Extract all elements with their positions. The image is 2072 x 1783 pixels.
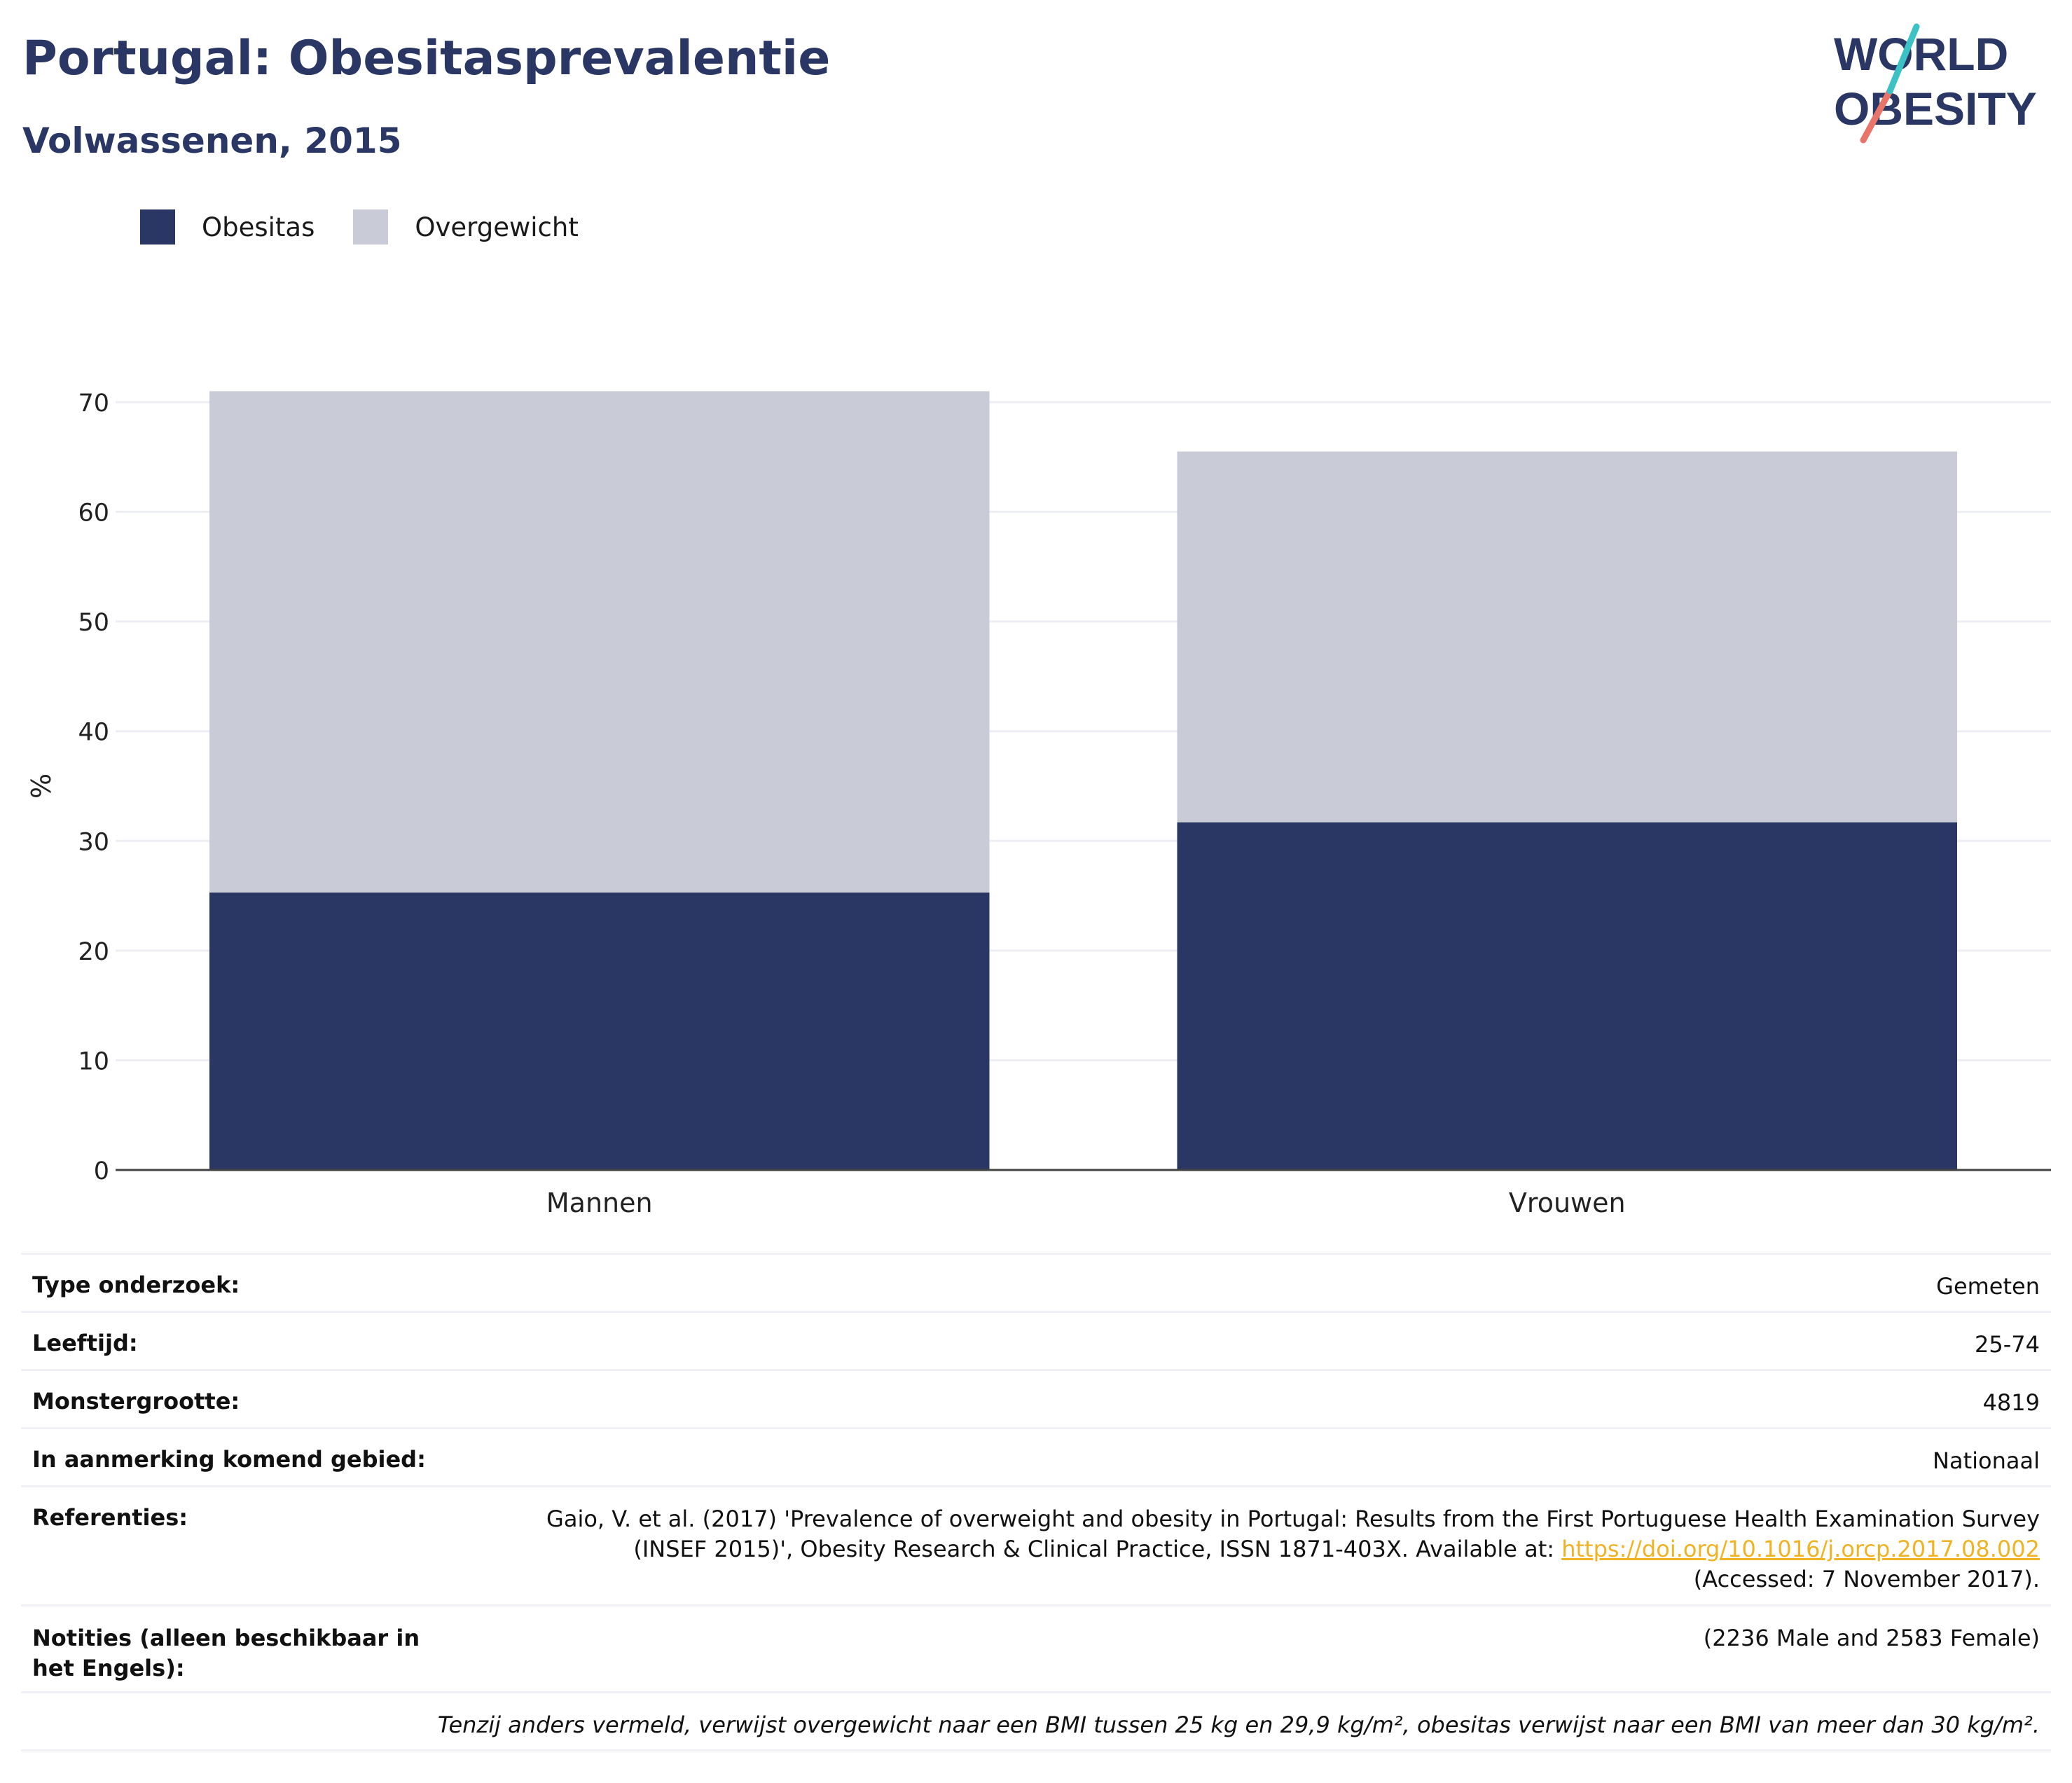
reference-text-1: Gaio, V. et al. (2017) 'Prevalence of ov… bbox=[546, 1506, 2040, 1532]
meta-value-area: Nationaal bbox=[478, 1428, 2051, 1487]
y-tick-label: 0 bbox=[94, 1157, 109, 1185]
legend-label-overgewicht: Overgewicht bbox=[415, 212, 579, 242]
meta-row-footnote: Tenzij anders vermeld, verwijst overgewi… bbox=[21, 1692, 2051, 1751]
y-tick-label: 50 bbox=[78, 609, 109, 637]
meta-value-age: 25-74 bbox=[478, 1312, 2051, 1371]
bar-overgewicht-vrouwen bbox=[1177, 451, 1957, 822]
bar-overgewicht-mannen bbox=[209, 391, 990, 893]
meta-label-references: Referenties: bbox=[21, 1486, 478, 1606]
meta-label-area: In aanmerking komend gebied: bbox=[21, 1428, 478, 1487]
bar-obesitas-vrouwen bbox=[1177, 822, 1957, 1170]
legend-swatch-overgewicht bbox=[353, 209, 389, 245]
meta-label-sample: Monstergrootte: bbox=[21, 1370, 478, 1429]
y-tick-label: 60 bbox=[78, 500, 109, 528]
world-obesity-logo: WORLD OBESITY bbox=[1834, 23, 2037, 144]
meta-row-age: Leeftijd: 25-74 bbox=[21, 1312, 2051, 1371]
y-tick-label: 70 bbox=[78, 390, 109, 418]
meta-value-references: Gaio, V. et al. (2017) 'Prevalence of ov… bbox=[478, 1486, 2051, 1606]
meta-row-notes: Notities (alleen beschikbaar in het Enge… bbox=[21, 1605, 2051, 1693]
meta-value-sample: 4819 bbox=[478, 1370, 2051, 1429]
reference-link[interactable]: https://doi.org/10.1016/j.orcp.2017.08.0… bbox=[1561, 1536, 2040, 1563]
legend-label-obesitas: Obesitas bbox=[202, 212, 315, 242]
meta-value-notes: (2236 Male and 2583 Female) bbox=[478, 1605, 2051, 1693]
page-subtitle: Volwassenen, 2015 bbox=[22, 121, 402, 161]
meta-row-area: In aanmerking komend gebied: Nationaal bbox=[21, 1428, 2051, 1487]
meta-label-notes: Notities (alleen beschikbaar in het Enge… bbox=[21, 1605, 478, 1693]
legend-item-overgewicht: Overgewicht bbox=[353, 209, 579, 245]
page-title: Portugal: Obesitasprevalentie bbox=[22, 31, 831, 86]
meta-label-age: Leeftijd: bbox=[21, 1312, 478, 1371]
stacked-bar-chart: 0 10 20 30 40 50 60 70% Mannen Vrouwen bbox=[26, 390, 2051, 1218]
bar-obesitas-mannen bbox=[209, 892, 990, 1170]
logo-line1: WORLD bbox=[1834, 28, 2008, 80]
meta-row-references: Referenties: Gaio, V. et al. (2017) 'Pre… bbox=[21, 1486, 2051, 1606]
footnote: Tenzij anders vermeld, verwijst overgewi… bbox=[21, 1692, 2051, 1751]
y-axis-label: % bbox=[26, 773, 57, 799]
x-tick-label: Mannen bbox=[546, 1187, 653, 1218]
meta-label-type: Type onderzoek: bbox=[21, 1253, 478, 1313]
meta-value-type: Gemeten bbox=[478, 1253, 2051, 1313]
metadata-table: Type onderzoek: Gemeten Leeftijd: 25-74 … bbox=[21, 1253, 2051, 1751]
meta-row-sample: Monstergrootte: 4819 bbox=[21, 1370, 2051, 1429]
legend-swatch-obesitas bbox=[140, 209, 175, 245]
y-tick-label: 10 bbox=[78, 1047, 109, 1075]
y-tick-label: 30 bbox=[78, 828, 109, 856]
x-tick-label: Vrouwen bbox=[1509, 1187, 1626, 1218]
y-tick-label: 40 bbox=[78, 719, 109, 747]
y-tick-label: 20 bbox=[78, 938, 109, 966]
meta-row-type: Type onderzoek: Gemeten bbox=[21, 1253, 2051, 1313]
reference-text-3: (Accessed: 7 November 2017). bbox=[1693, 1566, 2040, 1593]
chart-legend: Obesitas Overgewicht bbox=[140, 209, 617, 245]
legend-item-obesitas: Obesitas bbox=[140, 209, 315, 245]
logo-line2: OBESITY bbox=[1834, 83, 2037, 135]
reference-text-2: (INSEF 2015)', Obesity Research & Clinic… bbox=[633, 1536, 1562, 1563]
